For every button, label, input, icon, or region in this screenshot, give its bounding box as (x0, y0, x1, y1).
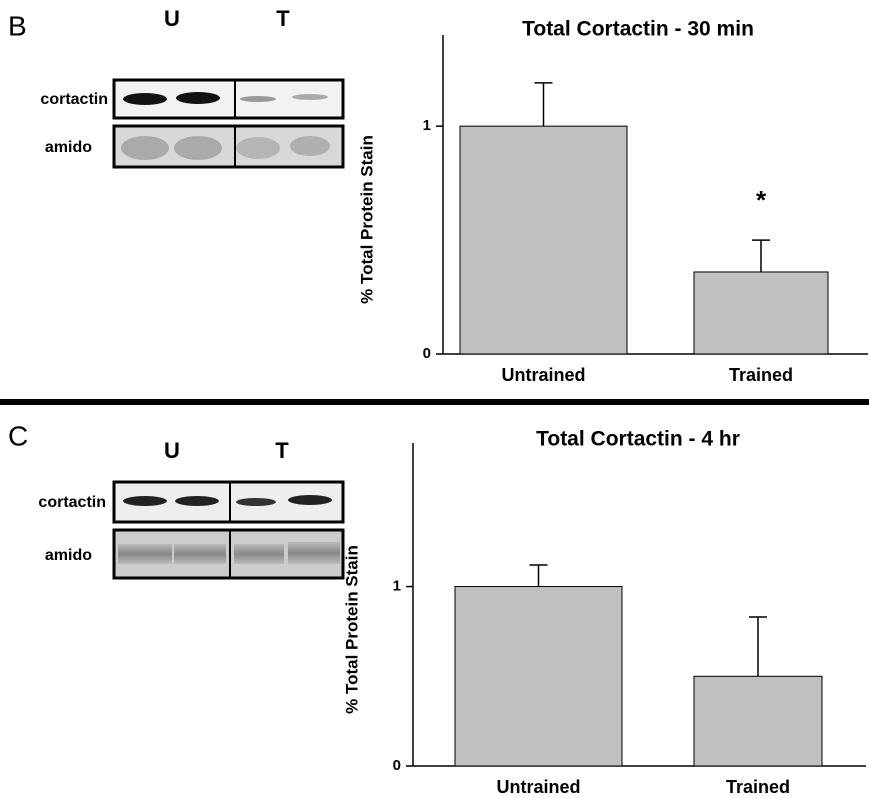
error-bar (749, 617, 767, 676)
blot-row-label: amido (45, 139, 92, 156)
error-bar (752, 240, 770, 272)
y-tick-label: 0 (423, 345, 431, 362)
x-tick-label: Trained (726, 777, 790, 797)
y-axis-label: % Total Protein Stain (342, 545, 361, 714)
x-tick-label: Trained (729, 365, 793, 385)
blot-row-label: cortactin (38, 494, 106, 511)
blot-group: T (275, 438, 289, 463)
error-bar (530, 565, 548, 587)
bar (694, 272, 828, 354)
x-tick-label: Untrained (496, 777, 580, 797)
chart-title: Total Cortactin - 30 min (522, 18, 754, 41)
blot-row-label: amido (45, 547, 92, 564)
blot-group: T (276, 6, 290, 31)
figure: B U T cortactin amido C U T cortactin am… (0, 0, 869, 798)
bar (455, 587, 622, 766)
bar (694, 676, 822, 766)
y-tick-label: 0 (393, 757, 401, 774)
y-axis-label: % Total Protein Stain (357, 135, 376, 304)
y-tick-label: 1 (423, 117, 431, 134)
x-tick-label: Untrained (501, 365, 585, 385)
panel-label: C (8, 420, 28, 451)
annotation: * (756, 185, 767, 215)
blot-group: U (164, 6, 180, 31)
chart-title: Total Cortactin - 4 hr (536, 428, 740, 451)
bar (460, 126, 627, 354)
error-bar (535, 83, 553, 126)
blot-group: U (164, 438, 180, 463)
blot-image (114, 80, 343, 167)
y-tick-label: 1 (393, 578, 401, 595)
separator (0, 399, 869, 405)
blot-row-label: cortactin (40, 91, 108, 108)
panel-label: B (8, 10, 27, 41)
page: B U T cortactin amido C U T cortactin am… (0, 0, 869, 798)
blot-image (114, 482, 343, 578)
